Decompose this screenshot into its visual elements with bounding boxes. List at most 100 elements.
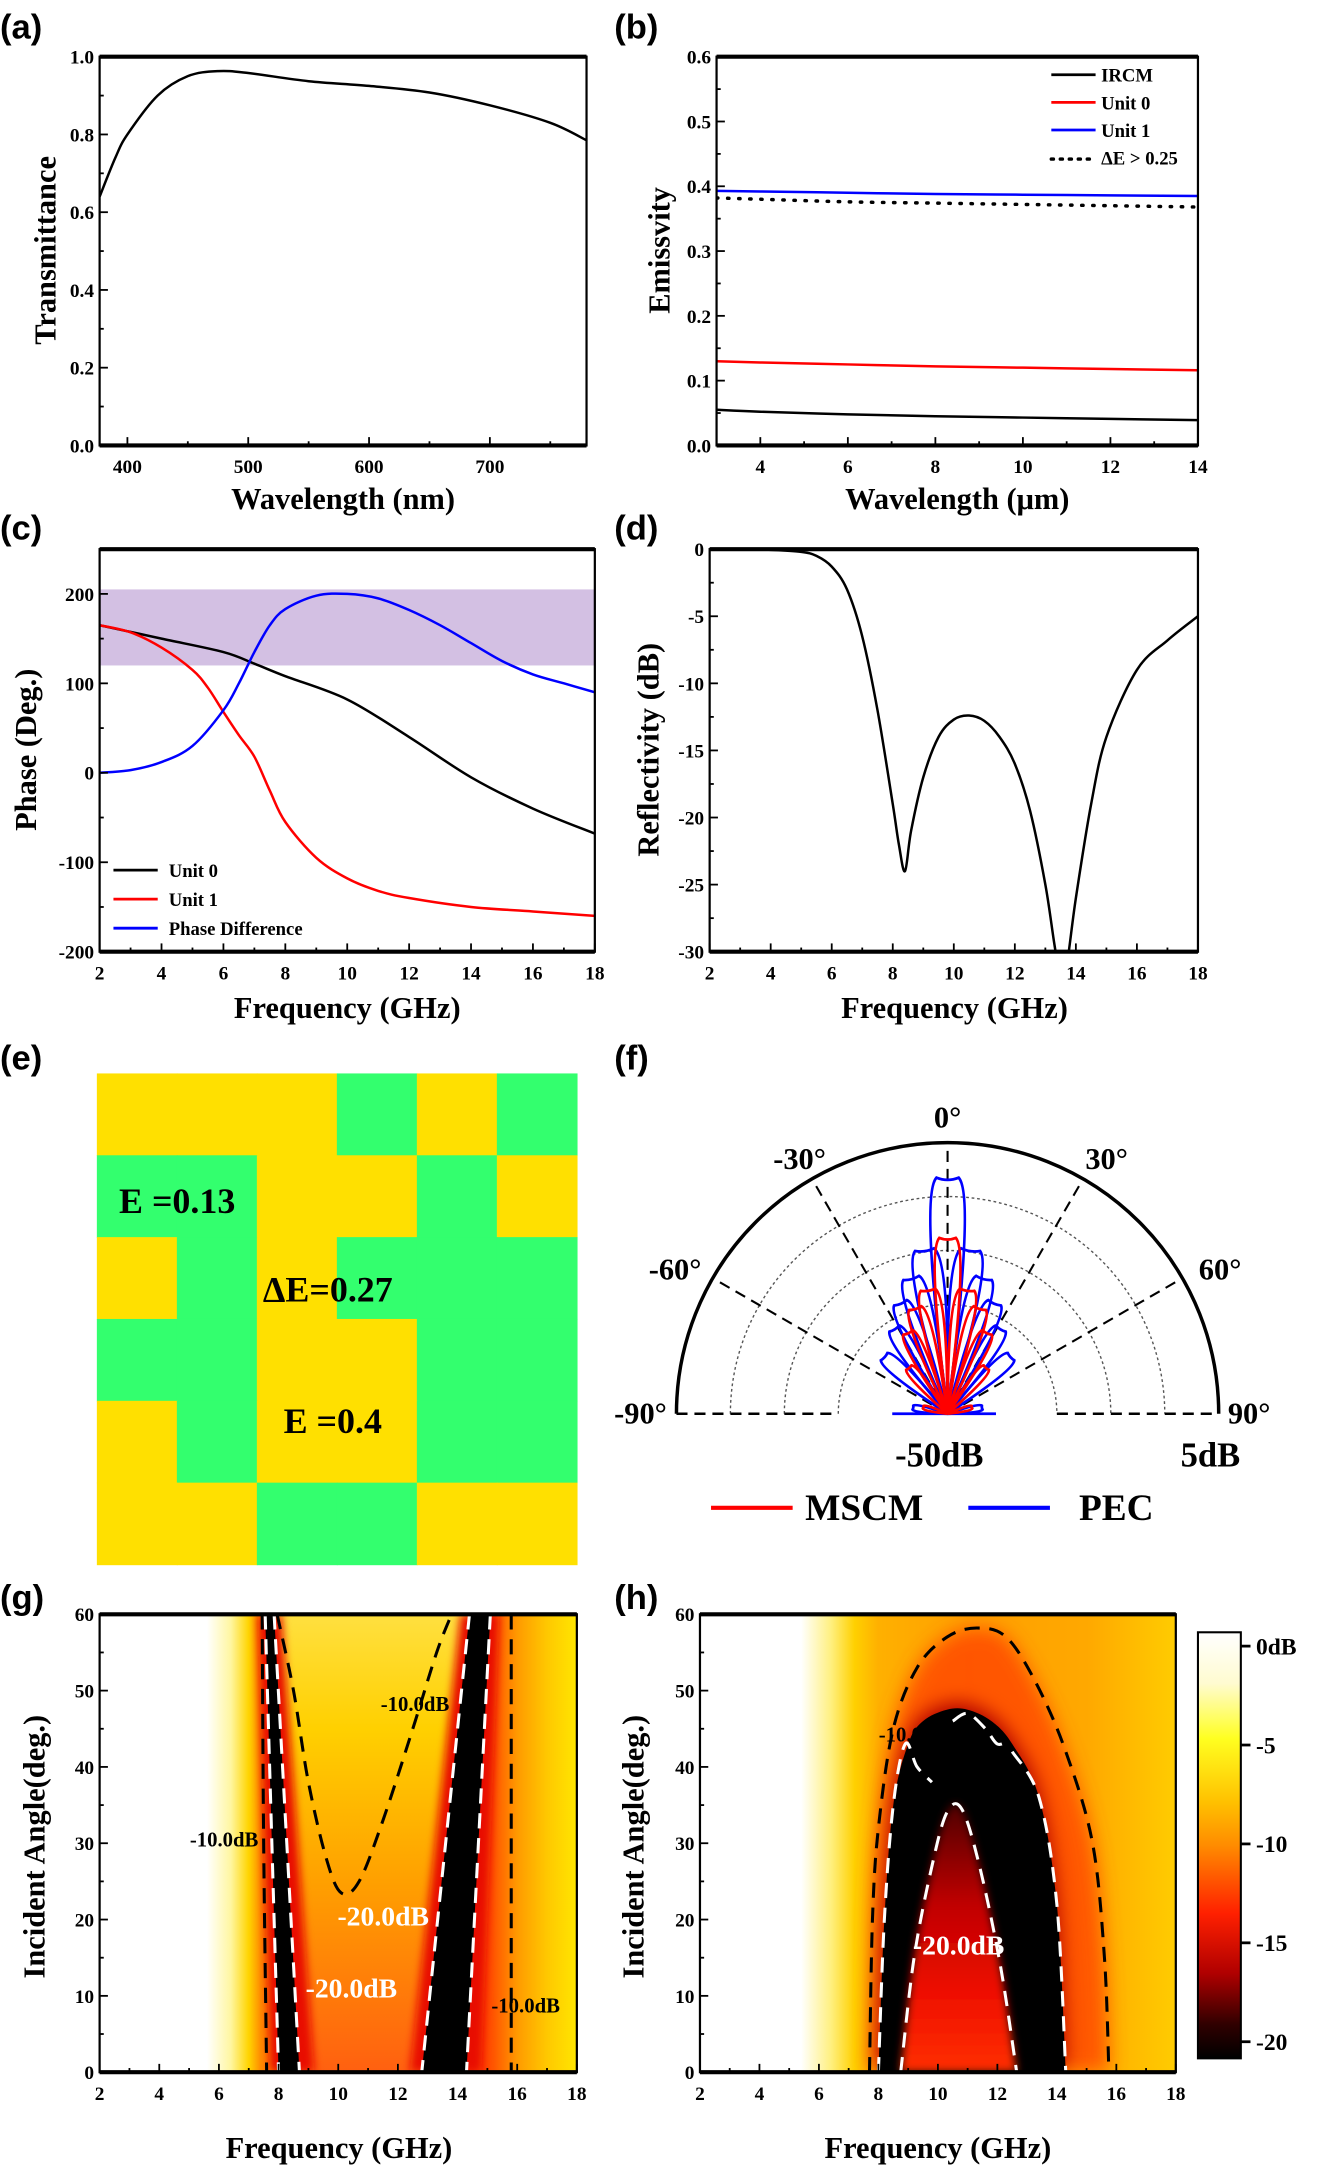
grid-cell [176,1155,258,1238]
y-tick-label: 100 [65,674,94,695]
grid-cell [256,1073,338,1156]
x-tick-label: 10 [1013,457,1032,478]
x-tick-label: 6 [219,963,229,984]
grid-cell [336,1318,418,1402]
x-axis-label-b: Wavelength (μm) [845,482,1069,516]
legend-label: Unit 0 [1101,93,1150,114]
panel-label-b: (b) [614,9,658,47]
grid-cell [256,1318,338,1402]
y-axis-label-h: Incident Angle(deg.) [616,1715,650,1979]
grid-cell [496,1237,578,1320]
y-tick-label: 40 [675,1758,694,1779]
grid-cell [496,1482,578,1566]
grid-cell [96,1237,178,1320]
panel-label-h: (h) [614,1579,658,1617]
y-tick-label: 0 [685,2063,695,2084]
contour-line [876,1741,934,2073]
contour-line [1010,1750,1068,2073]
y-tick-label: 0 [84,2063,94,2084]
y-tick-label: -20 [678,808,704,829]
x-tick-label: 8 [888,963,898,984]
grid-cell [416,1237,498,1320]
grid-cell [336,1155,418,1238]
polar-spoke [947,1277,1183,1415]
x-tick-label: 10 [329,2084,348,2105]
y-tick-label: -25 [678,876,704,897]
y-tick-label: 0.4 [70,281,95,302]
grid-cell [336,1482,418,1566]
contour-line [272,1614,301,2073]
y-tick-label: 20 [675,1910,694,1931]
y-axis-label-c: Phase (Deg.) [9,669,43,831]
plot-area-d [709,549,1198,952]
y-tick-label: 40 [75,1758,94,1779]
lobe-mscm [917,1287,949,1415]
contour-line [464,1614,492,2073]
colorbar-tick-label: -15 [1256,1931,1287,1957]
grid-cell [96,1073,178,1156]
x-tick-label: 500 [234,457,263,478]
x-tick-label: 12 [399,963,418,984]
y-tick-label: 30 [675,1834,694,1855]
plot-area-b [716,189,1198,422]
annotation-delta-e: ΔE=0.27 [263,1270,393,1310]
grid-cell [416,1155,498,1238]
radial-label-min: -50dB [895,1436,983,1474]
contour-line [263,1614,281,2073]
y-tick-label: 0 [694,540,704,561]
x-axis-label-c: Frequency (GHz) [234,991,461,1025]
contour-line [951,1711,1010,1746]
x-tick-label: 4 [154,2084,164,2105]
lobe-mscm [946,1363,991,1415]
legend-label: Unit 1 [1101,121,1150,142]
heatmap-min-band [421,1614,491,2073]
y-tick-label: 60 [675,1605,694,1626]
contour-line [260,1614,269,2073]
x-tick-label: 8 [874,2084,884,2105]
lobe-pec [879,1351,949,1415]
polar-spoke [712,1277,949,1415]
y-tick-label: 0.5 [687,112,711,133]
x-axis-label-a: Wavelength (nm) [231,482,455,516]
lobe-mscm [901,1328,949,1415]
lobe-pec [928,1176,967,1414]
x-tick-label: 14 [1188,457,1208,478]
grid-cell [96,1400,178,1484]
axes-b: 4 6 8 10 12 14 0.0 0.1 0.2 0.3 0.4 0.5 0.6 [687,48,1208,478]
grid-cell [96,1482,178,1566]
x-tick-label: 2 [705,963,715,984]
legend-label-pec: PEC [1079,1488,1154,1529]
x-tick-label: 6 [843,457,853,478]
x-tick-label: 8 [280,963,290,984]
polar-grid-circle [729,1195,1166,1414]
grid-cell [96,1155,178,1238]
phase-band [99,589,595,666]
x-tick-label: 2 [695,2084,705,2105]
x-tick-label: 6 [214,2084,224,2105]
grid-cell [416,1400,498,1484]
x-tick-label: 10 [928,2084,947,2105]
plot-frame [98,55,588,447]
grid-cell [336,1400,418,1484]
grid-cell [336,1073,418,1156]
series-line-unit-0 [99,623,595,835]
angle-label-30: 30° [1085,1142,1128,1176]
contour-label: -20.0dB [306,1972,397,2003]
angle-label-minus60: -60° [649,1253,702,1287]
radial-label-max: 5dB [1181,1436,1241,1474]
x-axis-label-g: Frequency (GHz) [226,2131,453,2165]
colorbar-tick-label: -5 [1256,1733,1276,1759]
panel-label-c: (c) [0,509,42,547]
grid-cell [416,1318,498,1402]
polar-plot-f [674,1140,1221,1416]
legend-label: ΔE > 0.25 [1101,149,1178,170]
series-line-ircm [716,408,1198,422]
plot-frame [708,548,1200,953]
y-tick-label: 0.1 [687,372,711,393]
series-line-curve [99,69,587,198]
x-tick-label: 4 [157,963,167,984]
y-tick-label: 0.8 [70,125,95,146]
y-tick-label: -200 [59,943,95,964]
x-tick-label: 4 [755,2084,765,2105]
